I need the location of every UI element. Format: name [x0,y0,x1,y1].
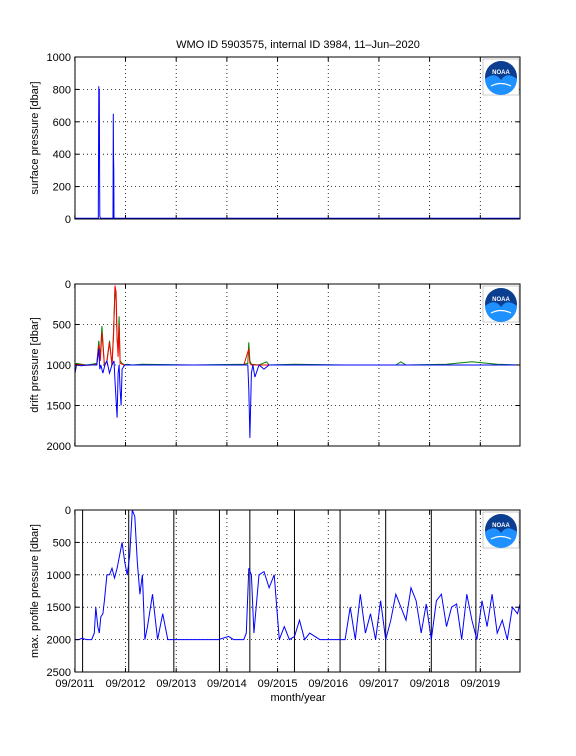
svg-text:NOAA: NOAA [492,523,510,529]
noaa-logo-icon: NOAA [482,58,520,96]
series-line-red [75,285,520,367]
y-tick-label: 1000 [47,52,71,64]
x-tick-label: 09/2011 [55,678,94,690]
x-tick-label: 09/2012 [106,678,146,690]
series-line-blue [75,86,520,219]
noaa-logo-icon: NOAA [482,511,520,549]
x-tick-label: 09/2015 [258,678,298,690]
series-line-blue [75,348,520,438]
x-axis-label: month/year [270,692,325,704]
y-tick-label: 1000 [47,360,71,372]
y-axis-label: surface pressure [dbar] [29,81,41,194]
y-tick-label: 2500 [47,667,71,679]
series-line-blue [75,510,520,641]
y-tick-label: 0 [65,214,71,226]
y-tick-label: 400 [53,149,71,161]
y-tick-label: 500 [53,537,71,549]
y-tick-label: 500 [53,320,71,332]
y-tick-label: 0 [65,505,71,517]
y-tick-label: 200 [53,182,71,194]
surface-pressure-panel: 0 200 400 600 800 1000 surface pressure [dbar]… [29,52,521,226]
y-tick-label: 2000 [47,441,71,453]
axes-frame [74,509,521,673]
y-tick-label: 2000 [47,635,71,647]
svg-text:NOAA: NOAA [492,297,510,303]
drift-pressure-panel: 0 500 1000 1500 2000 drift pressure [dbar] NOA… [29,279,521,453]
y-tick-label: 600 [53,117,71,129]
x-tick-label: 09/2016 [308,678,348,690]
y-tick-label: 1500 [47,401,71,413]
chart-title: WMO ID 5903575, internal ID 3984, 11–Jun… [176,39,420,51]
y-tick-label: 0 [65,279,71,291]
y-axis-label: drift pressure [dbar] [29,317,41,412]
svg-text:NOAA: NOAA [492,70,510,76]
x-tick-label: 09/2013 [156,678,196,690]
x-tick-label: 09/2017 [359,678,399,690]
y-tick-label: 800 [53,84,71,96]
noaa-logo-icon: NOAA [482,285,520,323]
series-line-green [75,288,520,367]
y-axis-label: max. profile pressure [dbar] [29,524,41,658]
axes-frame [74,56,521,220]
x-tick-label: 09/2019 [460,678,500,690]
y-tick-label: 1500 [47,602,71,614]
x-tick-label: 09/2018 [410,678,450,690]
x-tick-label: 09/2014 [207,678,247,690]
y-tick-label: 1000 [47,570,71,582]
